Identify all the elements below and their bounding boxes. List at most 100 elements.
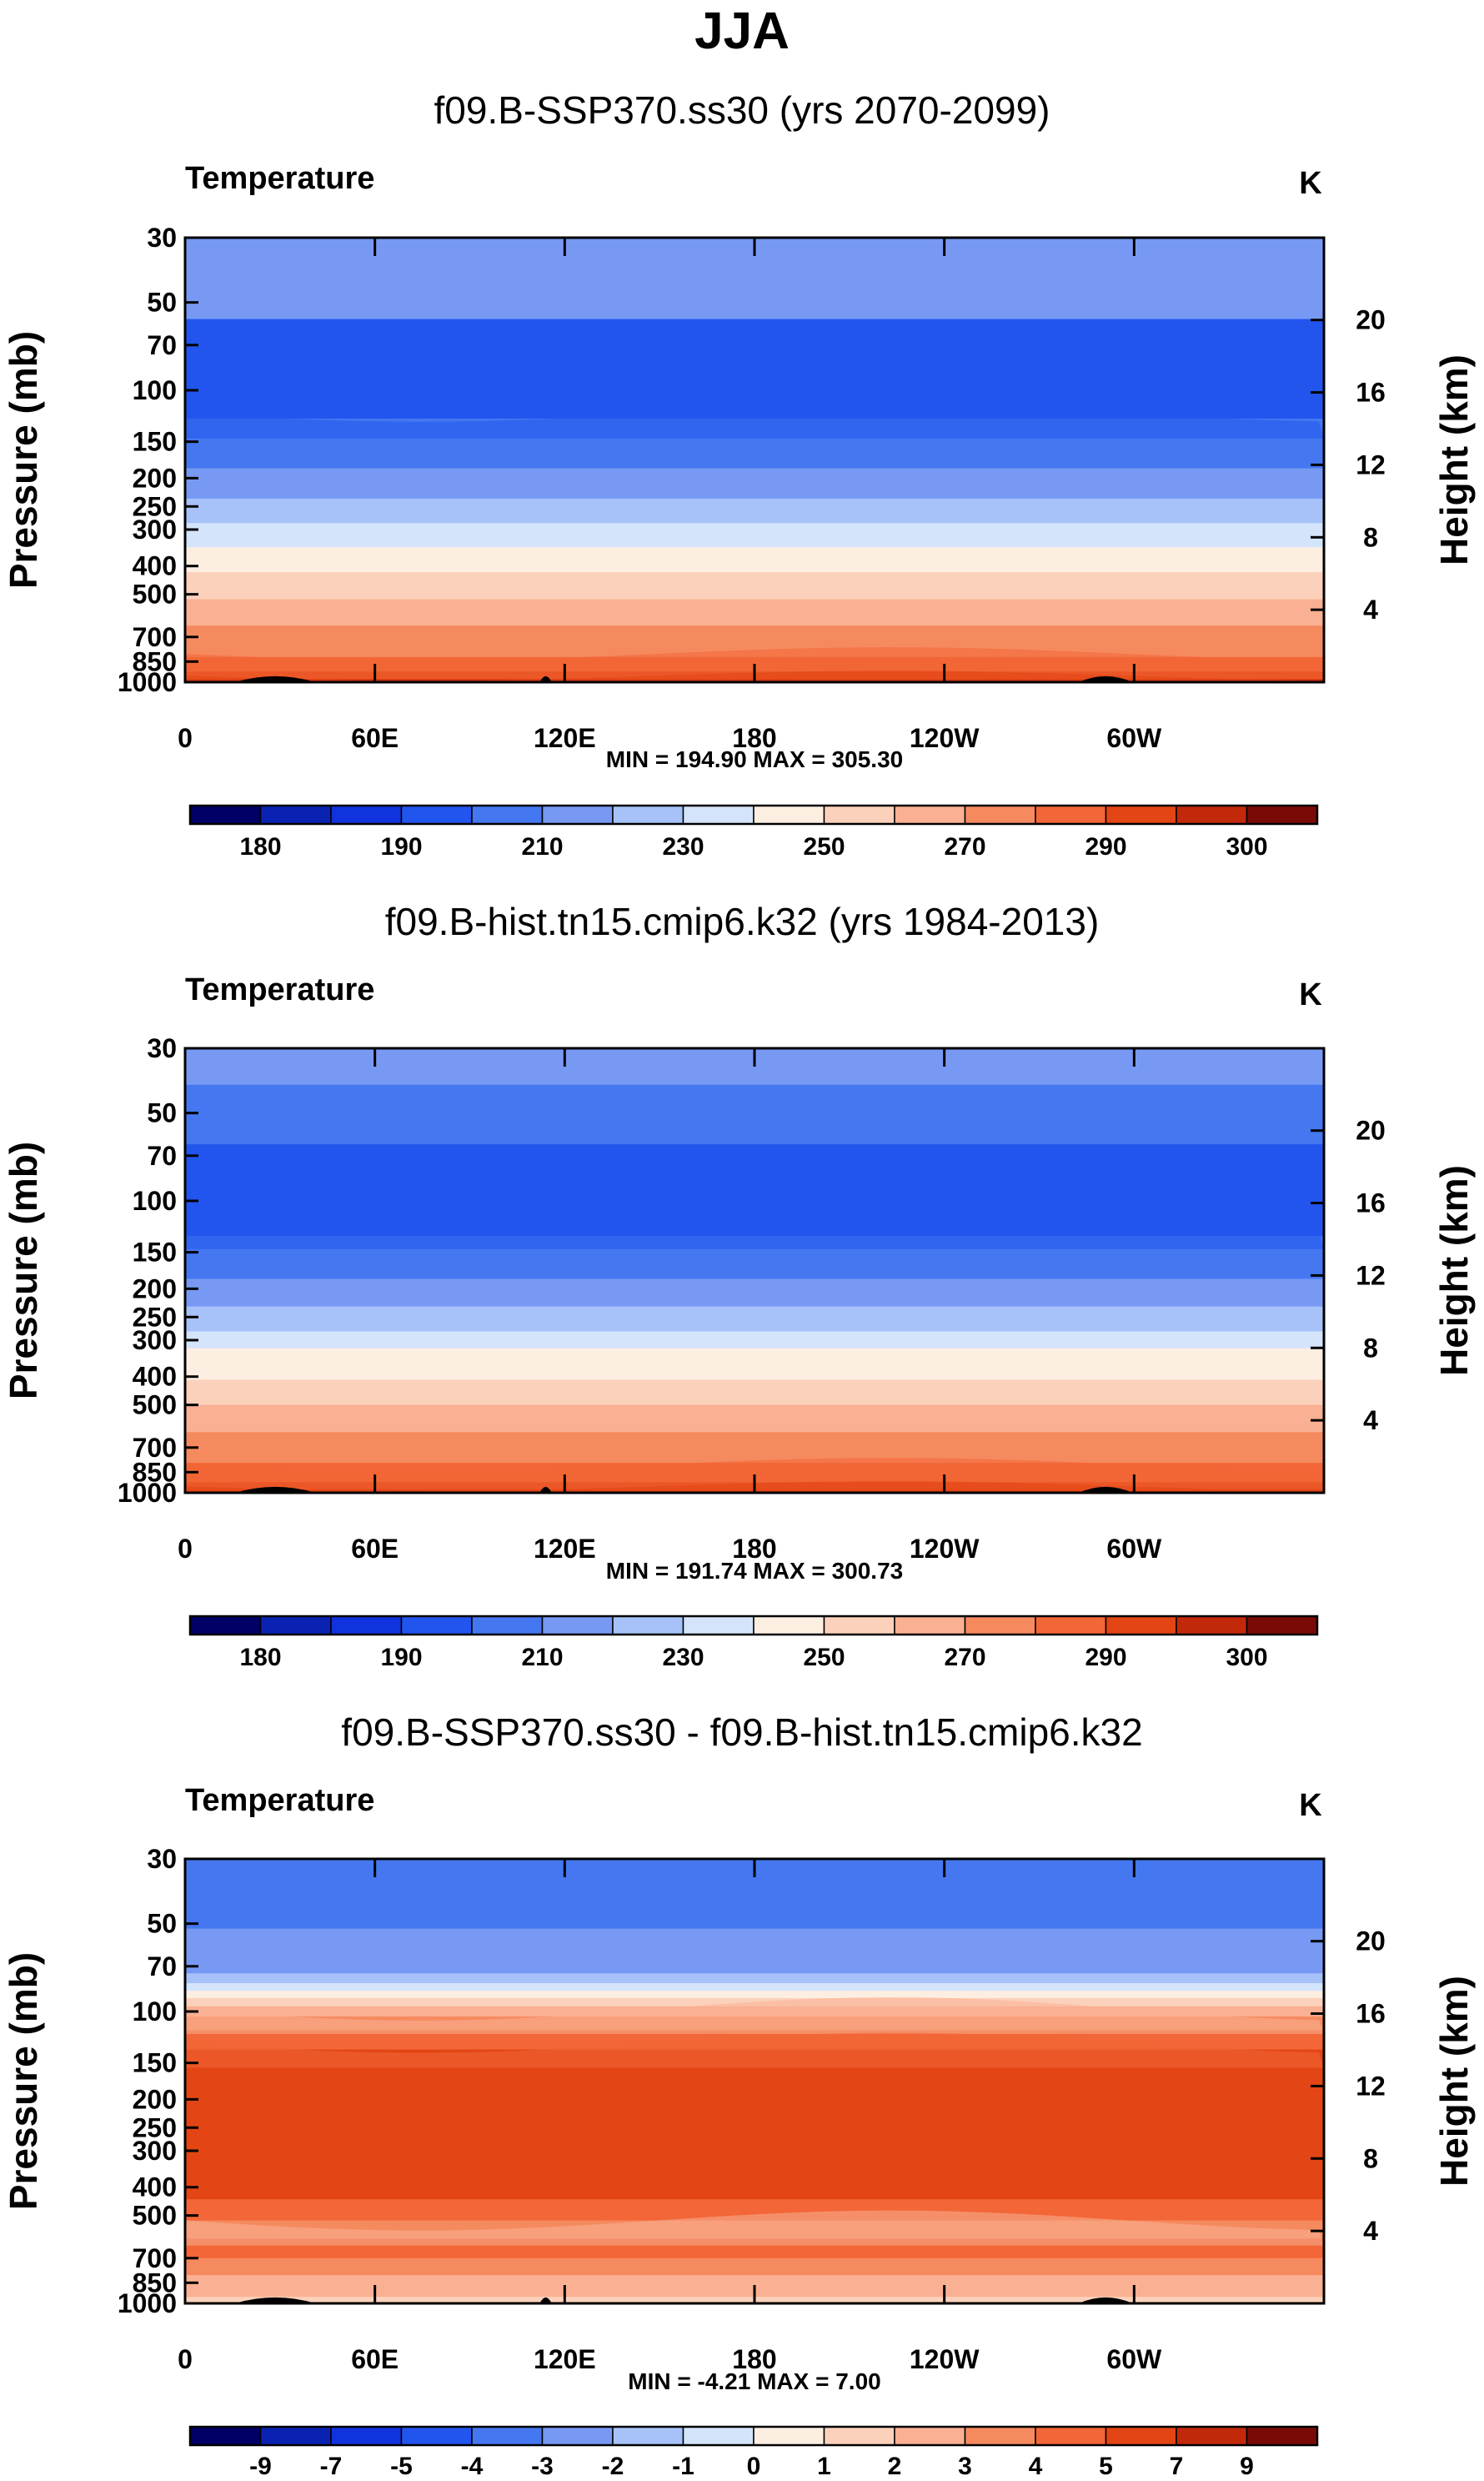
height-tick-label: 8 [1363, 2143, 1378, 2173]
contour-region [185, 647, 1324, 680]
y-tick-label: 70 [147, 1951, 177, 1981]
height-axis-title: Height (km) [1432, 1165, 1476, 1376]
colorbar-swatch [541, 2426, 614, 2446]
y-tick-label: 150 [133, 1238, 177, 1268]
colorbar-swatch [189, 1615, 262, 1635]
colorbar-swatch [400, 1615, 473, 1635]
contour-band [185, 1084, 1324, 1145]
colorbar-swatch [823, 2426, 895, 2446]
x-tick-label: 120E [534, 2344, 596, 2374]
y-axis-title: Pressure (mb) [2, 331, 45, 589]
contour-band [185, 1928, 1324, 1974]
colorbar-swatch [330, 2426, 403, 2446]
y-tick-label: 250 [133, 491, 177, 521]
x-tick-label: 120E [534, 723, 596, 753]
y-tick-label: 50 [147, 288, 177, 318]
y-tick-label: 700 [133, 2243, 177, 2273]
x-tick-label: 60E [351, 723, 399, 753]
y-tick-label: 500 [133, 2201, 177, 2231]
colorbar-swatch [330, 805, 403, 825]
colorbar-swatch [894, 1615, 966, 1635]
topography [539, 675, 553, 682]
colorbar-swatch [964, 2426, 1036, 2446]
height-tick-label: 12 [1356, 1260, 1386, 1290]
min-max-label: MIN = 194.90 MAX = 305.30 [606, 746, 903, 772]
topography [1077, 676, 1135, 682]
variable-label: Temperature [185, 161, 374, 196]
x-tick-label: 60W [1106, 2344, 1162, 2374]
colorbar-swatch [823, 1615, 895, 1635]
height-tick-label: 16 [1356, 1188, 1386, 1218]
colorbar-swatch [1105, 1615, 1177, 1635]
colorbar-swatch [682, 1615, 755, 1635]
colorbar-label: 300 [1226, 833, 1267, 861]
height-tick-label: 16 [1356, 378, 1386, 408]
colorbar-swatch [189, 2426, 262, 2446]
y-tick-label: 50 [147, 1909, 177, 1939]
y-tick-label: 400 [133, 1362, 177, 1392]
colorbar-swatch [471, 1615, 544, 1635]
contour-band [185, 547, 1324, 573]
height-tick-label: 4 [1363, 595, 1378, 625]
panel-subtitle: f09.B-hist.tn15.cmip6.k32 (yrs 1984-2013… [385, 900, 1100, 943]
contour-band [185, 1404, 1324, 1433]
y-tick-label: 30 [147, 1844, 177, 1874]
colorbar-swatch [259, 1615, 332, 1635]
contour-band [185, 1379, 1324, 1406]
topography [539, 1486, 553, 1493]
contour-region [185, 1215, 1324, 1249]
topography [232, 675, 318, 682]
colorbar-swatch [1246, 805, 1318, 825]
colorbar-label: 3 [958, 2453, 972, 2480]
y-tick-label: 100 [133, 1186, 177, 1216]
y-tick-label: 70 [147, 330, 177, 360]
y-axis-title: Pressure (mb) [2, 1142, 45, 1399]
y-tick-label: 1000 [118, 1478, 177, 1508]
plot-area [185, 1048, 1324, 1493]
contour-band [185, 1983, 1324, 1991]
colorbar-swatch [753, 2426, 825, 2446]
colorbar-label: 250 [803, 833, 845, 861]
colorbar-swatch [894, 2426, 966, 2446]
y-tick-label: 850 [133, 1457, 177, 1487]
colorbar-label: 270 [944, 833, 985, 861]
contour-band [185, 319, 1324, 419]
y-tick-label: 400 [133, 2172, 177, 2202]
y-tick-label: 850 [133, 2268, 177, 2298]
colorbar-swatch [823, 805, 895, 825]
colorbar-label: 4 [1029, 2453, 1043, 2480]
colorbar-swatch [753, 1615, 825, 1635]
contour-region [185, 2210, 1324, 2246]
height-axis-title: Height (km) [1432, 1976, 1476, 2187]
height-tick-label: 12 [1356, 449, 1386, 480]
colorbar-label: 1 [817, 2453, 831, 2480]
height-tick-label: 20 [1356, 1926, 1386, 1956]
height-tick-label: 12 [1356, 2071, 1386, 2101]
x-tick-label: 180 [732, 723, 776, 753]
contour-band [185, 1973, 1324, 1984]
y-tick-label: 250 [133, 2112, 177, 2142]
colorbar-label: 270 [944, 1644, 985, 1671]
topography [232, 2297, 318, 2303]
y-tick-label: 300 [133, 2136, 177, 2166]
height-tick-label: 4 [1363, 1405, 1378, 1435]
height-tick-label: 4 [1363, 2216, 1378, 2246]
plot-area [185, 238, 1324, 682]
colorbar-swatch [541, 1615, 614, 1635]
colorbar-swatch [1035, 2426, 1107, 2446]
colorbar-label: 0 [747, 2453, 761, 2480]
y-tick-label: 700 [133, 622, 177, 652]
topography [232, 1486, 318, 1493]
colorbar-label: 190 [380, 1644, 422, 1671]
x-tick-label: 0 [178, 723, 193, 753]
height-tick-label: 8 [1363, 1333, 1378, 1363]
contour-region [185, 670, 1320, 682]
colorbar-frame [188, 2425, 1319, 2447]
colorbar-label: 290 [1085, 833, 1126, 861]
x-tick-label: 120W [910, 723, 980, 753]
units-label: K [1299, 1788, 1322, 1823]
variable-label: Temperature [185, 1783, 374, 1818]
colorbar-label: -7 [320, 2453, 343, 2480]
contour-band [185, 468, 1324, 500]
x-tick-label: 120E [534, 1534, 596, 1564]
